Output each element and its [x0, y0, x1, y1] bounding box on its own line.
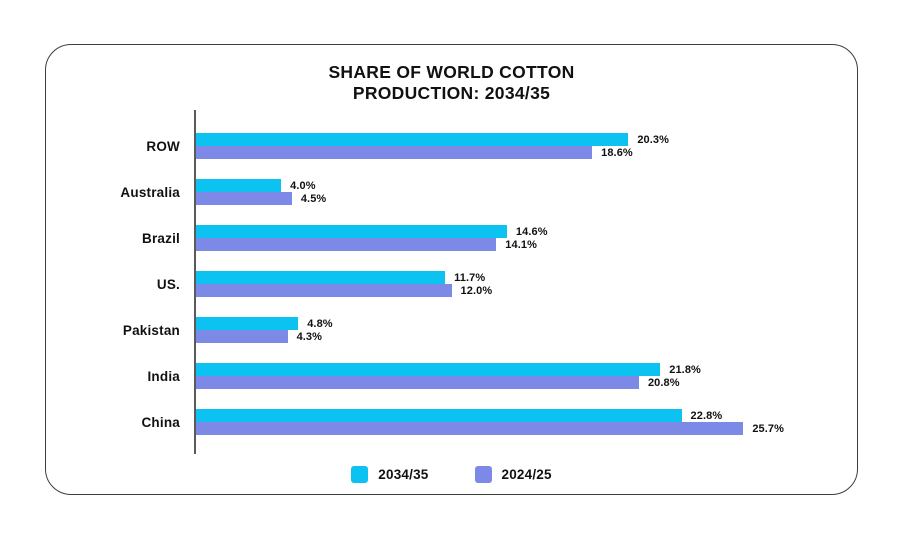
bar-value-label: 4.5%	[300, 192, 327, 205]
chart-rows: ROW 20.3% 18.6% Australia 4.0% 4.5% Brazil 14.6…	[46, 110, 857, 454]
bar-group: 14.6% 14.1%	[194, 225, 794, 251]
bar-line-2034-35: 4.0%	[196, 179, 794, 192]
bar-2024-25-pakistan	[196, 330, 288, 343]
bar-line-2034-35: 11.7%	[196, 271, 794, 284]
bar-2034-35-pakistan	[196, 317, 299, 330]
bar-line-2034-35: 14.6%	[196, 225, 794, 238]
bar-line-2024-25: 18.6%	[196, 146, 794, 159]
bar-value-label: 22.8%	[690, 409, 723, 422]
bar-2034-35-row	[196, 133, 629, 146]
category-label: Pakistan	[122, 322, 180, 338]
category-label: Brazil	[142, 230, 180, 246]
bar-2024-25-china	[196, 422, 744, 435]
bar-value-label: 4.3%	[296, 330, 323, 343]
chart-title: SHARE OF WORLD COTTON PRODUCTION: 2034/3…	[46, 62, 857, 104]
chart-title-line2: PRODUCTION: 2034/35	[352, 83, 551, 103]
legend-item-2034-35: 2034/35	[351, 466, 428, 483]
chart-legend: 2034/35 2024/25	[46, 466, 857, 483]
bar-value-label: 20.8%	[647, 376, 680, 389]
chart-row-china: China 22.8% 25.7%	[46, 399, 857, 445]
category-label: India	[147, 368, 180, 384]
bar-2034-35-india	[196, 363, 661, 376]
legend-label: 2024/25	[501, 467, 552, 482]
bar-group: 22.8% 25.7%	[194, 409, 794, 435]
bar-group: 20.3% 18.6%	[194, 133, 794, 159]
bar-2024-25-india	[196, 376, 639, 389]
bar-line-2024-25: 20.8%	[196, 376, 794, 389]
bar-group: 4.0% 4.5%	[194, 179, 794, 205]
bar-value-label: 14.6%	[515, 225, 548, 238]
bar-line-2034-35: 21.8%	[196, 363, 794, 376]
chart-card: SHARE OF WORLD COTTON PRODUCTION: 2034/3…	[45, 44, 858, 495]
bar-line-2024-25: 4.5%	[196, 192, 794, 205]
bar-2034-35-us	[196, 271, 446, 284]
bar-line-2034-35: 4.8%	[196, 317, 794, 330]
chart-row-australia: Australia 4.0% 4.5%	[46, 169, 857, 215]
bar-line-2024-25: 14.1%	[196, 238, 794, 251]
bar-value-label: 14.1%	[505, 238, 537, 251]
chart-title-line1: SHARE OF WORLD COTTON	[328, 62, 575, 82]
bar-2024-25-row	[196, 146, 593, 159]
legend-item-2024-25: 2024/25	[474, 466, 552, 483]
bar-2024-25-us	[196, 284, 452, 297]
bar-group: 11.7% 12.0%	[194, 271, 794, 297]
chart-row-brazil: Brazil 14.6% 14.1%	[46, 215, 857, 261]
bar-2034-35-china	[196, 409, 682, 422]
bar-line-2034-35: 22.8%	[196, 409, 794, 422]
bar-value-label: 12.0%	[460, 284, 493, 297]
legend-label: 2034/35	[378, 467, 429, 482]
legend-swatch	[474, 466, 492, 483]
legend-swatch	[351, 466, 369, 483]
category-label: ROW	[146, 138, 180, 154]
chart-row-pakistan: Pakistan 4.8% 4.3%	[46, 307, 857, 353]
bar-value-label: 25.7%	[752, 422, 785, 435]
bar-group: 4.8% 4.3%	[194, 317, 794, 343]
bar-value-label: 20.3%	[637, 133, 670, 146]
bar-2034-35-australia	[196, 179, 282, 192]
bar-value-label: 4.8%	[307, 317, 333, 330]
bar-2024-25-brazil	[196, 238, 497, 251]
bar-line-2034-35: 20.3%	[196, 133, 794, 146]
bar-group: 21.8% 20.8%	[194, 363, 794, 389]
bar-value-label: 4.0%	[290, 179, 316, 192]
bar-2024-25-australia	[196, 192, 292, 205]
category-label: Australia	[120, 184, 180, 200]
bar-value-label: 21.8%	[669, 363, 701, 376]
bar-line-2024-25: 4.3%	[196, 330, 794, 343]
chart-row-row: ROW 20.3% 18.6%	[46, 123, 857, 169]
bar-2034-35-brazil	[196, 225, 507, 238]
bar-value-label: 18.6%	[601, 146, 633, 159]
bar-line-2024-25: 12.0%	[196, 284, 794, 297]
category-label: China	[141, 414, 180, 430]
chart-row-us: US. 11.7% 12.0%	[46, 261, 857, 307]
bar-chart: ROW 20.3% 18.6% Australia 4.0% 4.5% Brazil 14.6…	[46, 110, 857, 483]
category-label: US.	[156, 276, 180, 292]
chart-row-india: India 21.8% 20.8%	[46, 353, 857, 399]
y-axis-line	[194, 110, 196, 454]
bar-line-2024-25: 25.7%	[196, 422, 794, 435]
bar-value-label: 11.7%	[454, 271, 486, 284]
